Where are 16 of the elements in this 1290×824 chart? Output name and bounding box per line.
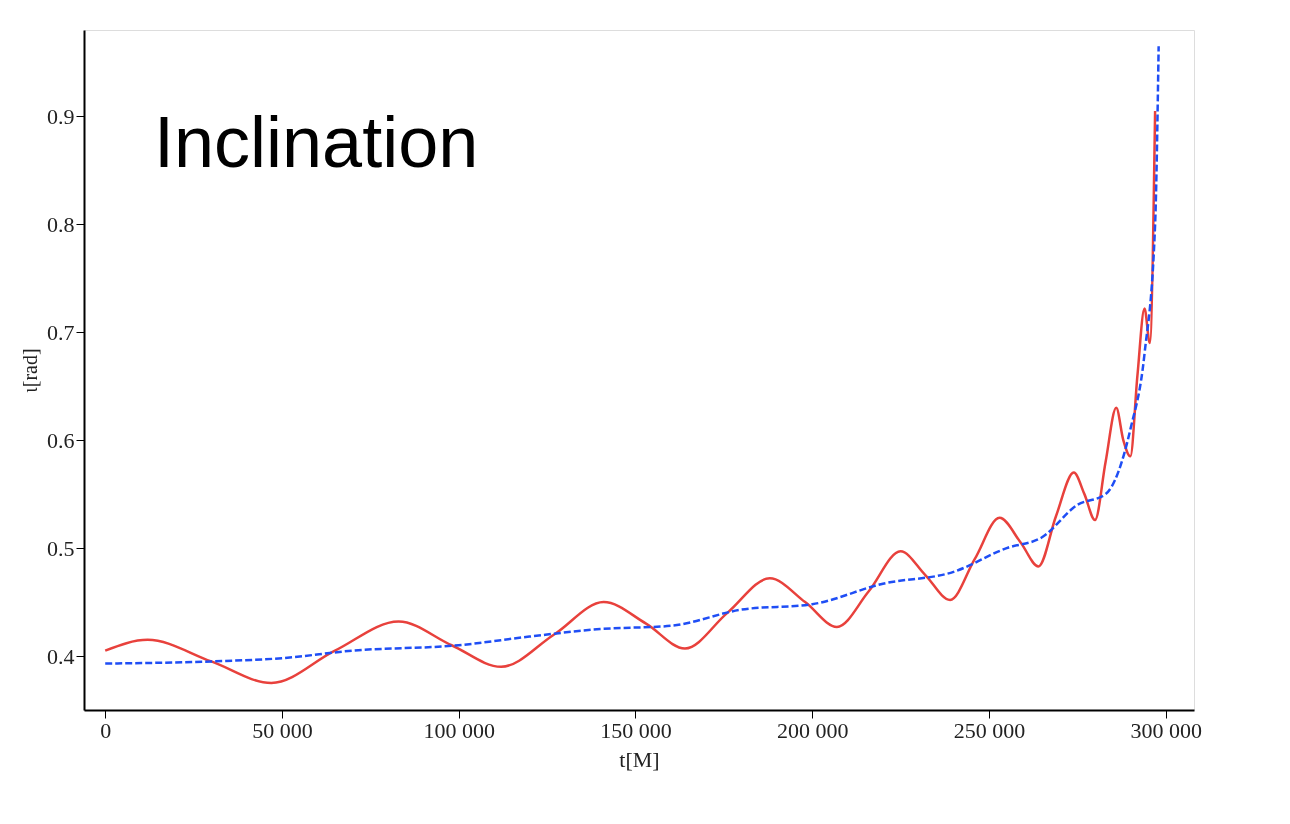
y-tick-label: 0.8: [47, 211, 75, 237]
x-tick-label: 150 000: [600, 717, 672, 743]
x-tick-label: 200 000: [776, 717, 849, 743]
y-tick-label: 0.7: [47, 319, 75, 345]
y-tick-label: 0.4: [47, 643, 75, 669]
x-tick-label: 100 000: [423, 717, 495, 743]
x-tick-label: 250 000: [953, 717, 1026, 743]
y-tick-label: 0.5: [47, 535, 75, 561]
y-tick-label: 0.6: [47, 427, 75, 453]
x-axis-title: t[M]: [619, 746, 660, 772]
annotation: Inclination: [154, 102, 479, 182]
y-tick-label: 0.9: [47, 103, 75, 129]
y-axis-title: ι[rad]: [19, 348, 41, 393]
x-tick-label: 300 000: [1130, 717, 1202, 743]
x-tick-label: 50 000: [252, 717, 313, 743]
x-tick-label: 0: [100, 717, 112, 743]
